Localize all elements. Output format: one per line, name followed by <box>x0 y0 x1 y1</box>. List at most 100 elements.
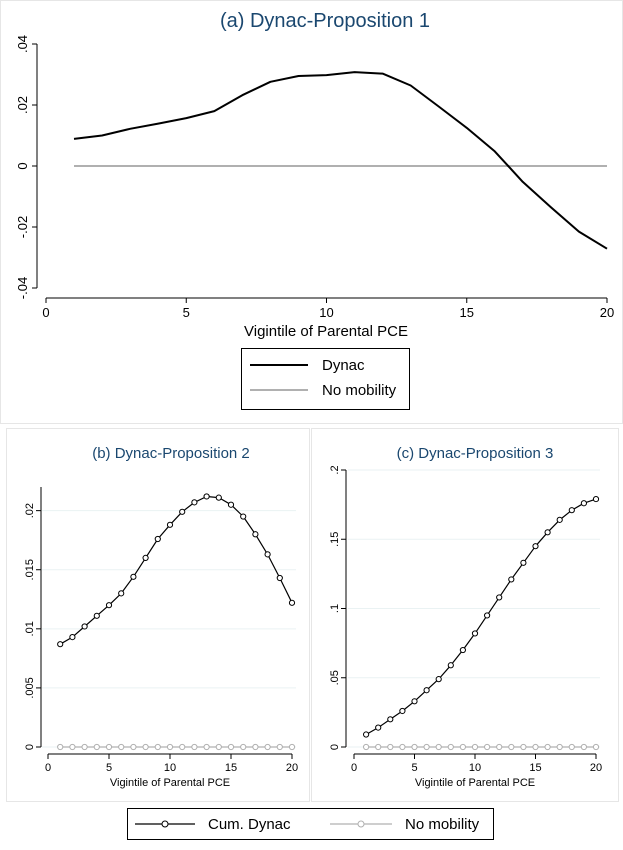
chart-b-series-no-mobility-point-5 <box>105 743 113 751</box>
chart-b-series-no-mobility-point-19 <box>276 743 283 751</box>
chart-b-title: (b) Dynac-Proposition 2 <box>92 445 250 462</box>
chart-c-series-no-mobility-point-2 <box>375 743 382 751</box>
chart-c-series-no-mobility-point-8 <box>447 743 454 751</box>
chart-b-series-no-mobility-point-14 <box>215 743 222 751</box>
chart-b-series-cum-dynac-point-14 <box>215 494 222 501</box>
chart-c-series-cum-dynac-point-9 <box>459 646 466 654</box>
chart-b-series-cum-dynac-point-4 <box>93 612 100 619</box>
chart-c-series-cum-dynac-point-13 <box>508 576 515 583</box>
chart-b-series-no-mobility-point-18 <box>264 743 271 751</box>
chart-c-series-cum-dynac-point-14 <box>520 559 527 566</box>
chart-c-series-no-mobility-point-10 <box>471 743 479 751</box>
chart-b-series-no-mobility-point-9 <box>154 743 161 751</box>
chart-b-x-tick-label-4: 20 <box>286 762 298 774</box>
chart-a-legend-box <box>241 348 410 410</box>
chart-c-series-no-mobility-point-18 <box>568 743 575 751</box>
chart-b-y-tick-label-3: .015 <box>24 559 36 580</box>
chart-a-x-tick-label-1: 5 <box>183 305 190 320</box>
chart-a-title: (a) Dynac-Proposition 1 <box>220 10 430 32</box>
chart-c-series-no-mobility-point-4 <box>399 743 406 751</box>
chart-bc-legend-marker-cum-dynac <box>161 820 169 828</box>
chart-c-series-cum-dynac-point-6 <box>423 687 430 694</box>
chart-b-ticks: 0 .005 .01 .015 .02 0 5 10 15 20 <box>24 503 298 774</box>
chart-c-series-cum-dynac-point-18 <box>568 507 575 514</box>
chart-c-series-cum-dynac-point-1 <box>363 731 370 738</box>
chart-c-series-cum-dynac-point-17 <box>556 516 563 523</box>
chart-c-series-cum-dynac-point-2 <box>375 724 382 731</box>
chart-b-series-no-mobility-point-2 <box>69 743 76 751</box>
chart-a-legend-label-no-mobility: No mobility <box>322 382 397 399</box>
chart-b-series-cum-dynac-point-7 <box>130 573 137 580</box>
chart-b-series-cum-dynac-point-20 <box>288 599 296 606</box>
chart-c-series-no-mobility-point-3 <box>387 743 394 751</box>
chart-c-x-tick-label-2: 10 <box>469 762 481 774</box>
chart-b-series-cum-dynac-point-18 <box>264 551 271 558</box>
chart-b-series-no-mobility-point-1 <box>57 743 64 751</box>
chart-b-series-cum-dynac-point-17 <box>252 531 259 538</box>
chart-b-series-no-mobility-point-3 <box>81 743 88 751</box>
chart-c-series-cum-dynac-point-16 <box>544 529 551 536</box>
chart-c-series-cum-dynac-point-20 <box>592 495 600 503</box>
chart-b-series-cum-dynac-point-11 <box>179 508 186 515</box>
chart-c-y-tick-label-2: .1 <box>329 604 341 613</box>
chart-b-x-tick-label-3: 15 <box>225 762 237 774</box>
chart-a-series-dynac-line <box>73 71 608 250</box>
chart-b-series-cum-dynac-point-10 <box>166 521 174 528</box>
chart-c-y-tick-label-1: .05 <box>329 670 341 685</box>
chart-b-series-no-mobility-point-4 <box>93 743 100 751</box>
chart-c-series-no-mobility-point-11 <box>484 743 491 751</box>
chart-c-y-tick-label-3: .15 <box>329 532 341 547</box>
chart-c-ticks: 0 .05 .1 .15 .2 0 5 10 15 20 <box>329 465 602 774</box>
chart-a-ticks: -.04 -.02 0 .02 .04 0 5 10 15 20 <box>15 35 614 320</box>
chart-c-series <box>363 495 600 751</box>
chart-b-x-tick-label-0: 0 <box>45 762 51 774</box>
chart-b-y-tick-label-0: 0 <box>24 744 36 750</box>
chart-b-series <box>57 493 296 751</box>
chart-b-series-cum-dynac-point-9 <box>154 535 161 543</box>
chart-a-x-tick-label-3: 15 <box>460 305 474 320</box>
chart-a-legend: Dynac No mobility <box>241 348 410 410</box>
chart-c-series-cum-dynac-point-4 <box>399 707 406 715</box>
chart-a-x-tick-label-2: 10 <box>319 305 333 320</box>
chart-b-series-cum-dynac-point-5 <box>105 602 113 609</box>
chart-b-x-axis-title: Vigintile of Parental PCE <box>110 777 230 789</box>
chart-a-y-tick-label-4: .04 <box>15 35 30 53</box>
chart-b-series-cum-dynac-point-13 <box>203 493 210 500</box>
chart-b-series-no-mobility-point-8 <box>142 743 149 751</box>
chart-b-y-tick-label-2: .01 <box>24 621 36 636</box>
chart-b-series-cum-dynac-point-8 <box>142 554 149 562</box>
chart-b-series-no-mobility-point-7 <box>130 743 137 751</box>
chart-b-series-cum-dynac-point-12 <box>191 499 198 506</box>
chart-c-series-no-mobility-point-1 <box>363 743 370 751</box>
chart-c-series-cum-dynac-point-11 <box>484 612 491 619</box>
chart-c-series-no-mobility-point-9 <box>459 743 466 751</box>
chart-c-x-tick-label-4: 20 <box>590 762 602 774</box>
chart-c-series-cum-dynac-point-3 <box>387 716 394 723</box>
chart-c-title: (c) Dynac-Proposition 3 <box>397 445 554 462</box>
chart-c-x-tick-label-1: 5 <box>411 762 417 774</box>
chart-b-series-no-mobility-point-11 <box>179 743 186 751</box>
chart-a-x-axis-title: Vigintile of Parental PCE <box>244 323 408 340</box>
chart-bc-legend-marker-no-mobility <box>357 820 365 828</box>
panel-c-frame <box>311 428 619 802</box>
chart-b-series-cum-dynac-point-16 <box>240 513 247 520</box>
chart-b-series-cum-dynac-point-6 <box>118 590 125 597</box>
chart-b-series-no-mobility-point-16 <box>240 743 247 751</box>
chart-c-series-no-mobility-point-16 <box>544 743 551 751</box>
chart-c-series-cum-dynac-point-12 <box>496 594 503 601</box>
chart-b-series-cum-dynac-point-19 <box>276 574 283 582</box>
chart-b-series-no-mobility-point-10 <box>166 743 174 751</box>
chart-a-y-tick-label-0: -.04 <box>15 277 30 299</box>
chart-b-series-no-mobility-point-17 <box>252 743 259 751</box>
chart-c-y-tick-label-0: 0 <box>329 744 341 750</box>
chart-c-x-tick-label-3: 15 <box>529 762 541 774</box>
chart-c-series-cum-dynac-point-8 <box>447 662 454 669</box>
chart-c-series-no-mobility-point-13 <box>508 743 515 751</box>
chart-b-series-no-mobility-point-13 <box>203 743 210 751</box>
chart-bc-legend: Cum. Dynac No mobility <box>127 808 494 840</box>
chart-b-y-tick-label-4: .02 <box>24 503 36 518</box>
chart-bc-legend-label-cum-dynac: Cum. Dynac <box>208 816 291 833</box>
chart-b-series-no-mobility-point-12 <box>191 743 198 751</box>
chart-c-series-no-mobility-point-5 <box>411 743 418 751</box>
chart-c-y-tick-label-4: .2 <box>329 465 341 474</box>
